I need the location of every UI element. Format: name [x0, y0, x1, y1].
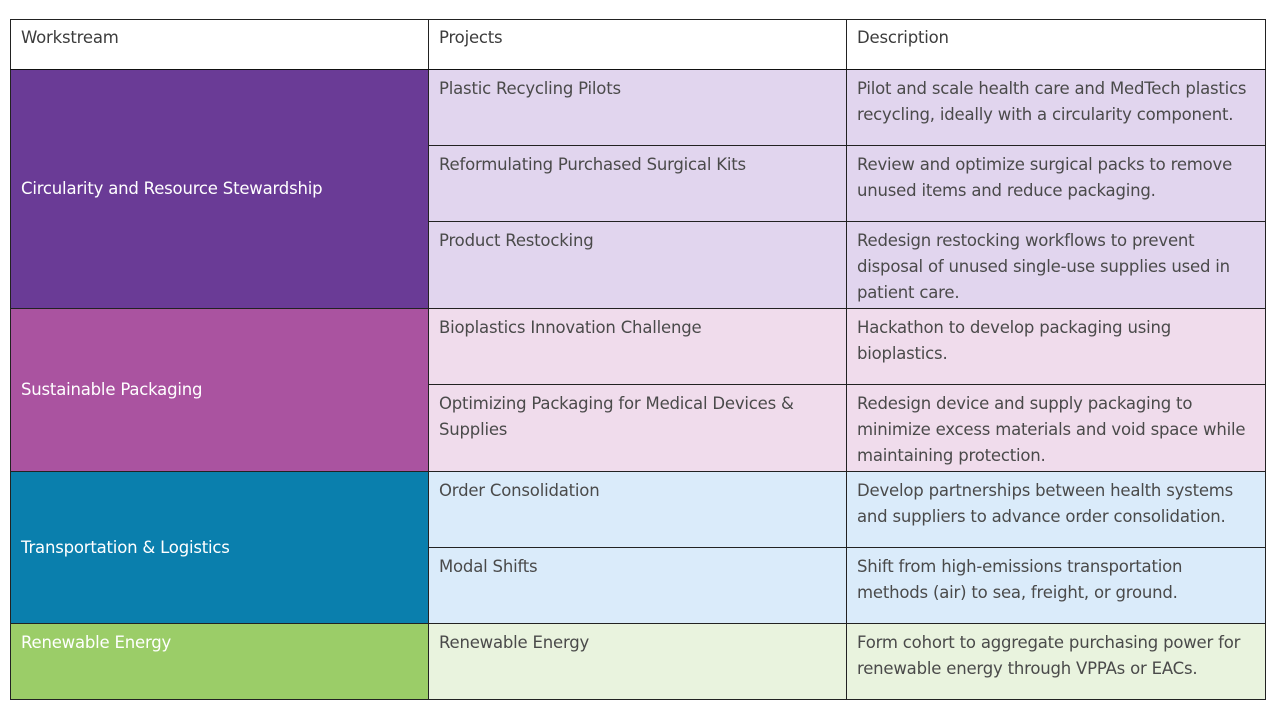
table-row: Circularity and Resource Stewardship Pla… — [10, 69, 1266, 309]
table-row: Product Restocking Redesign restocking w… — [11, 221, 1266, 309]
project-cell: Optimizing Packaging for Medical Devices… — [428, 384, 847, 472]
workstream-circularity: Circularity and Resource Stewardship — [10, 69, 429, 309]
table-row: Sustainable Packaging Bioplastics Innova… — [10, 308, 1266, 472]
project-cell: Order Consolidation — [428, 471, 847, 548]
description-cell: Redesign restocking workflows to prevent… — [846, 221, 1266, 309]
description-cell: Develop partnerships between health syst… — [846, 471, 1266, 548]
description-cell: Shift from high-emissions transportation… — [846, 547, 1266, 624]
project-cell: Renewable Energy — [428, 623, 847, 700]
project-cell: Product Restocking — [428, 221, 847, 309]
project-cell: Bioplastics Innovation Challenge — [428, 308, 847, 385]
header-projects: Projects — [428, 19, 847, 70]
workstream-transport: Transportation & Logistics — [10, 471, 429, 624]
project-cell: Plastic Recycling Pilots — [428, 69, 847, 146]
table-row: Modal Shifts Shift from high-emissions t… — [11, 547, 1266, 624]
table-header-row: Workstream Projects Description — [10, 19, 1266, 70]
description-cell: Hackathon to develop packaging using bio… — [846, 308, 1266, 385]
project-cell: Modal Shifts — [428, 547, 847, 624]
table-row: Transportation & Logistics Order Consoli… — [10, 471, 1266, 624]
description-cell: Redesign device and supply packaging to … — [846, 384, 1266, 472]
description-cell: Review and optimize surgical packs to re… — [846, 145, 1266, 222]
description-cell: Pilot and scale health care and MedTech … — [846, 69, 1266, 146]
header-description: Description — [846, 19, 1266, 70]
description-cell: Form cohort to aggregate purchasing powe… — [846, 623, 1266, 700]
header-workstream: Workstream — [10, 19, 429, 70]
workstream-energy: Renewable Energy — [10, 623, 429, 700]
table-row: Reformulating Purchased Surgical Kits Re… — [11, 145, 1266, 222]
project-cell: Reformulating Purchased Surgical Kits — [428, 145, 847, 222]
workstream-packaging: Sustainable Packaging — [10, 308, 429, 472]
workstream-table: Workstream Projects Description Circular… — [10, 19, 1266, 700]
table-row: Optimizing Packaging for Medical Devices… — [11, 384, 1266, 472]
table-row: Renewable Energy Renewable Energy Form c… — [10, 623, 1266, 700]
